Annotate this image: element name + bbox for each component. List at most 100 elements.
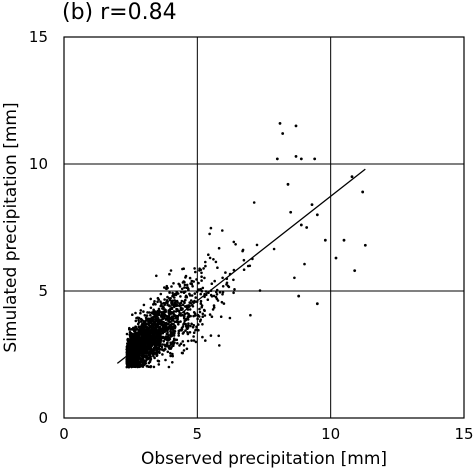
data-point [222, 302, 226, 305]
data-point [174, 310, 178, 313]
data-point [186, 311, 189, 315]
data-point [175, 307, 178, 311]
data-point [195, 290, 199, 294]
data-point [190, 322, 193, 326]
data-point [130, 345, 134, 349]
data-point [180, 287, 184, 291]
data-point [169, 311, 173, 315]
data-point [166, 336, 170, 339]
data-point [249, 313, 252, 317]
data-point [153, 315, 156, 318]
x-axis-label: Observed precipitation [mm] [141, 449, 387, 469]
data-point [172, 342, 175, 346]
data-point [135, 357, 139, 361]
data-point [212, 306, 216, 309]
data-point [221, 276, 224, 280]
data-point [197, 281, 200, 285]
data-point [153, 327, 157, 331]
data-point [209, 226, 213, 230]
data-point [188, 292, 191, 296]
y-tick-label: 5 [38, 282, 48, 300]
data-point [139, 317, 143, 321]
data-point [163, 337, 167, 341]
data-point [149, 341, 152, 344]
data-point [155, 317, 158, 321]
data-points [125, 121, 367, 369]
data-point [315, 213, 319, 217]
data-point [191, 305, 195, 308]
data-point [162, 307, 165, 311]
data-point [135, 350, 139, 354]
data-point [167, 365, 171, 369]
data-point [220, 300, 224, 304]
data-point [168, 309, 172, 313]
data-point [125, 358, 129, 362]
data-point [211, 308, 215, 311]
data-point [299, 223, 303, 227]
data-point [171, 299, 175, 303]
data-point [193, 267, 196, 270]
data-point [148, 360, 152, 364]
data-point [299, 157, 303, 161]
data-point [137, 318, 140, 322]
data-point [130, 362, 133, 366]
data-point [180, 351, 184, 355]
data-point [136, 355, 140, 359]
data-point [179, 342, 183, 346]
data-point [165, 299, 169, 302]
data-point [140, 354, 143, 357]
data-point [342, 238, 346, 242]
data-point [128, 330, 132, 334]
data-point [155, 274, 158, 278]
data-point [177, 334, 180, 337]
data-point [182, 315, 186, 319]
data-point [171, 293, 175, 297]
data-point [170, 285, 173, 288]
data-point [166, 326, 170, 329]
data-point [199, 299, 203, 303]
data-point [184, 298, 187, 302]
data-point [164, 358, 167, 362]
data-point [188, 276, 192, 280]
data-point [152, 340, 156, 343]
data-point [162, 340, 165, 343]
data-point [188, 308, 192, 311]
data-point [137, 363, 141, 366]
data-point [130, 365, 133, 368]
data-point [140, 327, 143, 331]
data-point [177, 309, 181, 313]
data-point [169, 351, 172, 355]
data-point [212, 258, 215, 261]
data-point [167, 319, 170, 323]
data-point [166, 301, 169, 305]
data-point [197, 288, 200, 291]
data-point [334, 256, 338, 260]
data-point [153, 346, 156, 350]
data-point [221, 293, 224, 296]
data-point [189, 324, 192, 328]
data-point [134, 360, 137, 364]
data-point [164, 348, 167, 351]
data-point [149, 313, 152, 317]
data-point [187, 314, 190, 317]
data-point [198, 307, 201, 311]
data-point [148, 351, 151, 354]
data-point [221, 285, 225, 288]
data-point [206, 298, 210, 302]
data-point [171, 291, 174, 295]
data-point [190, 279, 194, 283]
data-point [361, 190, 365, 194]
data-point [145, 364, 149, 368]
data-point [138, 327, 142, 331]
data-point [183, 312, 187, 316]
data-point [167, 334, 170, 337]
data-point [163, 327, 167, 330]
data-point [315, 302, 319, 306]
regression-line-group [116, 168, 366, 364]
data-point [183, 283, 187, 287]
data-point [204, 260, 207, 264]
data-point [200, 279, 203, 282]
data-point [221, 229, 224, 232]
data-point [140, 360, 144, 364]
data-point [151, 326, 155, 329]
